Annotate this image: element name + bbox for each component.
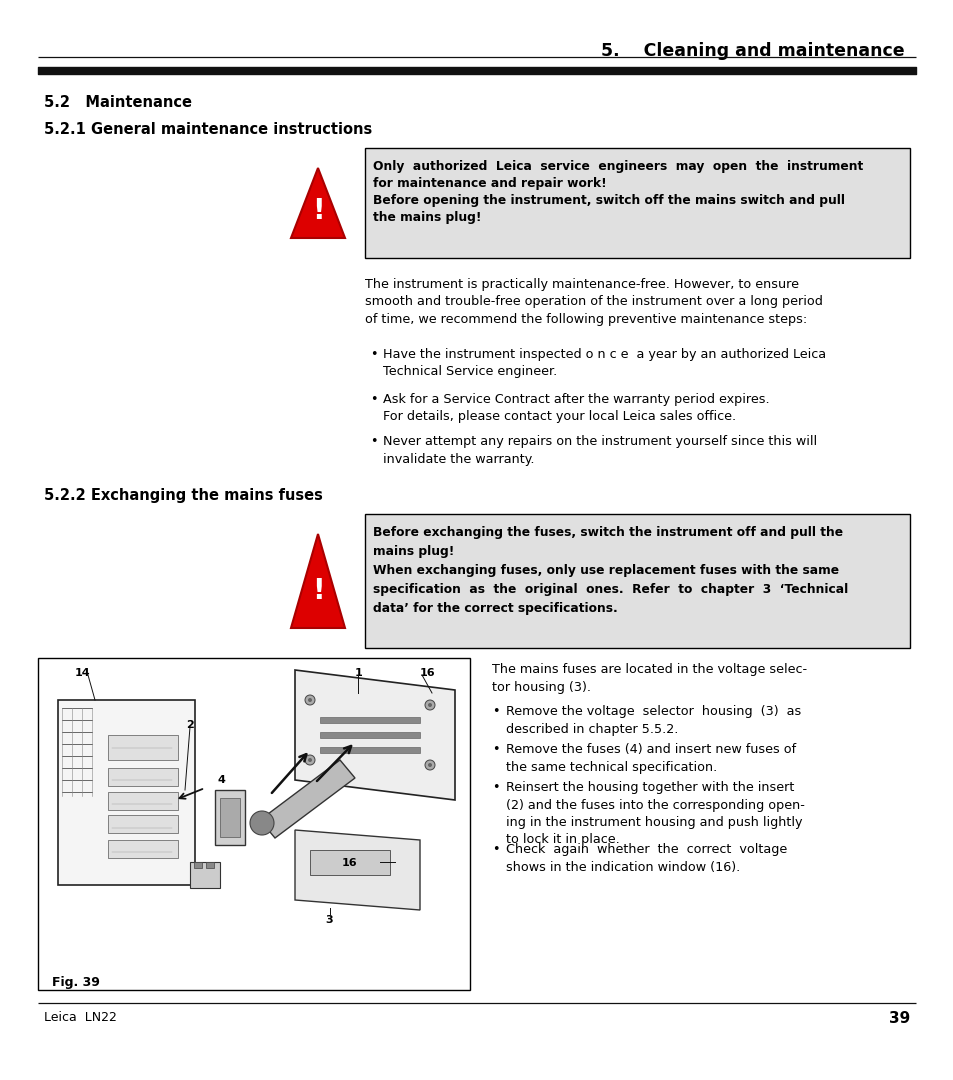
- Text: The mains fuses are located in the voltage selec-
tor housing (3).: The mains fuses are located in the volta…: [492, 663, 806, 693]
- Polygon shape: [291, 168, 345, 238]
- Bar: [214, 789, 245, 845]
- Text: 5.    Cleaning and maintenance: 5. Cleaning and maintenance: [600, 42, 904, 60]
- Text: !: !: [312, 197, 324, 225]
- Text: For details, please contact your local Leica sales office.: For details, please contact your local L…: [382, 410, 736, 423]
- Circle shape: [424, 760, 435, 770]
- Text: 5.2   Maintenance: 5.2 Maintenance: [44, 95, 192, 110]
- Circle shape: [305, 696, 314, 705]
- Text: The instrument is practically maintenance-free. However, to ensure
smooth and tr: The instrument is practically maintenanc…: [365, 278, 822, 326]
- Text: Ask for a Service Contract after the warranty period expires.: Ask for a Service Contract after the war…: [382, 393, 769, 406]
- Bar: [206, 862, 213, 868]
- Polygon shape: [260, 760, 355, 838]
- Circle shape: [308, 758, 312, 762]
- Text: Check  again  whether  the  correct  voltage
shows in the indication window (16): Check again whether the correct voltage …: [505, 843, 786, 874]
- Bar: [365, 514, 909, 648]
- Text: •: •: [370, 393, 377, 406]
- Text: •: •: [492, 705, 499, 718]
- Polygon shape: [190, 862, 220, 888]
- Text: Remove the fuses (4) and insert new fuses of
the same technical specification.: Remove the fuses (4) and insert new fuse…: [505, 743, 796, 773]
- Bar: [310, 850, 390, 875]
- Bar: [108, 768, 178, 786]
- Bar: [108, 735, 178, 760]
- Text: •: •: [370, 348, 377, 361]
- Text: 4: 4: [218, 775, 226, 785]
- Text: 3: 3: [325, 915, 333, 924]
- Text: 39: 39: [888, 1011, 909, 1026]
- Text: •: •: [370, 435, 377, 448]
- Circle shape: [305, 755, 314, 765]
- Text: When exchanging fuses, only use replacement fuses with the same: When exchanging fuses, only use replacem…: [373, 564, 839, 577]
- Circle shape: [250, 811, 274, 835]
- Text: !: !: [312, 577, 324, 605]
- Circle shape: [424, 700, 435, 710]
- Text: the mains plug!: the mains plug!: [373, 211, 481, 224]
- Text: 5.2.1 General maintenance instructions: 5.2.1 General maintenance instructions: [44, 122, 372, 137]
- Text: 1: 1: [355, 669, 362, 678]
- Polygon shape: [294, 831, 419, 910]
- Circle shape: [428, 762, 432, 767]
- Text: Fig. 39: Fig. 39: [52, 976, 100, 989]
- Bar: [193, 862, 202, 868]
- Text: mains plug!: mains plug!: [373, 545, 454, 558]
- Text: 16: 16: [342, 858, 357, 868]
- Bar: [38, 658, 470, 990]
- Text: Before exchanging the fuses, switch the instrument off and pull the: Before exchanging the fuses, switch the …: [373, 526, 842, 539]
- Text: •: •: [492, 843, 499, 856]
- Bar: [108, 792, 178, 810]
- Text: 14: 14: [75, 669, 91, 678]
- Circle shape: [428, 703, 432, 707]
- Text: 2: 2: [186, 720, 193, 730]
- Text: •: •: [492, 743, 499, 756]
- Polygon shape: [294, 670, 455, 800]
- Text: data’ for the correct specifications.: data’ for the correct specifications.: [373, 602, 618, 615]
- Text: for maintenance and repair work!: for maintenance and repair work!: [373, 177, 606, 190]
- Text: Before opening the instrument, switch off the mains switch and pull: Before opening the instrument, switch of…: [373, 194, 844, 207]
- Bar: [319, 717, 419, 723]
- Circle shape: [308, 698, 312, 702]
- Bar: [108, 815, 178, 833]
- Text: specification  as  the  original  ones.  Refer  to  chapter  3  ‘Technical: specification as the original ones. Refe…: [373, 583, 847, 596]
- Bar: [365, 148, 909, 258]
- Text: •: •: [492, 781, 499, 794]
- Text: Leica  LN22: Leica LN22: [44, 1011, 117, 1024]
- Text: Reinsert the housing together with the insert
(2) and the fuses into the corresp: Reinsert the housing together with the i…: [505, 781, 804, 847]
- Bar: [319, 747, 419, 753]
- Text: 16: 16: [419, 669, 436, 678]
- Polygon shape: [291, 534, 345, 627]
- Text: Have the instrument inspected o n c e  a year by an authorized Leica
Technical S: Have the instrument inspected o n c e a …: [382, 348, 825, 378]
- Text: Remove the voltage  selector  housing  (3)  as
described in chapter 5.5.2.: Remove the voltage selector housing (3) …: [505, 705, 801, 735]
- Text: Never attempt any repairs on the instrument yourself since this will
invalidate : Never attempt any repairs on the instrum…: [382, 435, 817, 465]
- Bar: [220, 798, 240, 837]
- Bar: [108, 840, 178, 858]
- Text: 5.2.2 Exchanging the mains fuses: 5.2.2 Exchanging the mains fuses: [44, 488, 322, 503]
- Text: Only  authorized  Leica  service  engineers  may  open  the  instrument: Only authorized Leica service engineers …: [373, 160, 862, 173]
- Bar: [319, 732, 419, 738]
- Polygon shape: [58, 700, 194, 885]
